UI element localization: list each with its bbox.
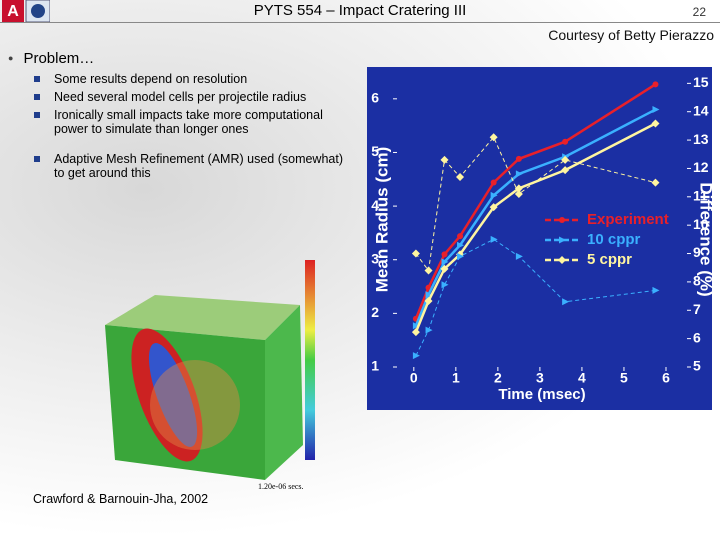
data-point: [562, 138, 569, 145]
data-point: [424, 266, 433, 275]
credit: Courtesy of Betty Pierazzo: [548, 27, 714, 43]
data-point: [651, 178, 660, 187]
y2-tick-label: 12: [693, 159, 709, 175]
y-tick-label: 5: [371, 143, 379, 159]
legend-label: 10 cppr: [587, 231, 641, 248]
series-line: [414, 83, 657, 320]
data-point: [515, 252, 523, 260]
data-point: [457, 233, 464, 240]
series-line: [415, 238, 656, 356]
data-point: [561, 166, 570, 175]
x-axis-label: Time (msec): [498, 386, 585, 403]
y2-tick-label: 14: [693, 102, 709, 118]
data-point: [440, 155, 449, 164]
data-point: [514, 184, 523, 193]
y-axis-label: Mean Radius (cm): [372, 147, 391, 292]
header-rule: [0, 22, 720, 23]
caption: Crawford & Barnouin-Jha, 2002: [33, 492, 209, 506]
x-tick-label: 2: [494, 370, 502, 386]
bullet: Ironically small impacts take more compu…: [32, 108, 352, 136]
data-point: [456, 250, 465, 259]
data-point: [412, 322, 420, 330]
data-point: [490, 191, 498, 199]
data-point: [441, 258, 449, 266]
y2-tick-label: 10: [693, 216, 709, 232]
data-point: [441, 281, 449, 289]
y2-tick-label: 7: [693, 301, 701, 317]
timestamp: 1.20e-06 secs.: [258, 482, 304, 491]
y2-tick-label: 8: [693, 273, 701, 289]
series-line: [415, 136, 656, 272]
data-point: [561, 155, 570, 164]
data-point: [515, 170, 523, 178]
y2-tick-label: 9: [693, 244, 701, 260]
data-point: [411, 249, 420, 258]
legend-marker: [559, 217, 565, 223]
svg-text:A: A: [7, 3, 19, 20]
data-point: [412, 352, 420, 360]
bullet: Adaptive Mesh Refinement (AMR) used (som…: [32, 152, 352, 180]
x-tick-label: 3: [536, 370, 544, 386]
data-point: [424, 297, 433, 306]
y-tick-label: 6: [371, 90, 379, 106]
data-point: [456, 172, 465, 181]
x-tick-label: 4: [578, 370, 586, 386]
y-tick-label: 2: [371, 304, 379, 320]
data-point: [515, 155, 522, 162]
data-point: [490, 235, 498, 243]
bullet: Some results depend on resolution: [32, 72, 352, 86]
series-line: [414, 122, 657, 333]
y-tick-label: 3: [371, 250, 379, 266]
y2-tick-label: 13: [693, 131, 709, 147]
data-point: [425, 291, 433, 299]
data-point: [514, 189, 523, 198]
data-point: [490, 179, 497, 186]
data-point: [440, 264, 449, 273]
data-point: [652, 106, 660, 114]
data-point: [652, 81, 659, 88]
y-tick-label: 4: [371, 197, 379, 213]
simulation-image: [105, 260, 315, 480]
page-number: 22: [692, 5, 706, 19]
series-line: [414, 108, 657, 327]
legend-label: Experiment: [587, 211, 669, 228]
x-tick-label: 5: [620, 370, 628, 386]
data-point: [457, 252, 465, 260]
y2-tick-label: 6: [693, 329, 701, 345]
y2-axis-label: Difference (%): [697, 182, 712, 296]
y2-tick-label: 11: [693, 188, 708, 204]
main-bullet: Problem…: [8, 50, 94, 67]
bullet-list: Some results depend on resolution Need s…: [32, 72, 352, 184]
data-point: [411, 328, 420, 337]
logo: A: [2, 0, 50, 22]
y-tick-label: 1: [371, 358, 379, 374]
x-tick-label: 0: [410, 370, 418, 386]
data-point: [457, 241, 465, 249]
data-point: [652, 286, 660, 294]
data-point: [425, 326, 433, 334]
x-tick-label: 1: [452, 370, 460, 386]
y2-tick-label: 15: [693, 74, 709, 90]
legend-marker: [558, 256, 566, 264]
bullet: Need several model cells per projectile …: [32, 90, 352, 104]
data-point: [651, 119, 660, 128]
legend-marker: [559, 236, 566, 244]
legend-label: 5 cppr: [587, 251, 632, 268]
data-point: [562, 298, 570, 306]
main-bullet-text: Problem…: [23, 50, 95, 67]
x-tick-label: 6: [662, 370, 670, 386]
data-point: [441, 251, 448, 258]
y2-tick-label: 5: [693, 358, 701, 374]
slide-title: PYTS 554 – Impact Cratering III: [253, 2, 467, 19]
